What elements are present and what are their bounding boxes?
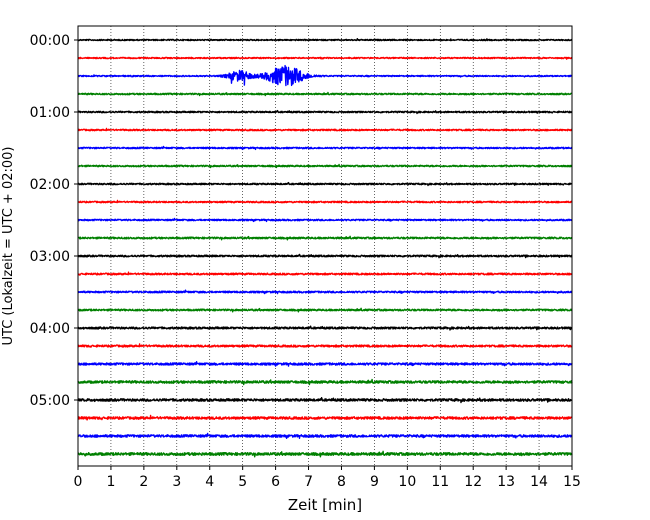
y-tick-label: 00:00 [30, 33, 70, 49]
trace-0245 [77, 235, 573, 241]
trace-0315 [77, 271, 573, 276]
x-axis-label: Zeit [min] [288, 496, 362, 514]
x-tick-label: 6 [271, 474, 280, 490]
plot-frame [77, 25, 573, 467]
x-tick-label: 7 [304, 474, 313, 490]
trace-0330 [77, 289, 573, 295]
trace-0215 [77, 199, 573, 204]
trace-0415 [77, 343, 573, 348]
trace-0430 [77, 361, 573, 367]
trace-0545 [77, 450, 573, 458]
y-tick-label: 02:00 [30, 177, 70, 193]
x-tick-label: 13 [497, 474, 515, 490]
trace-0530 [77, 432, 573, 439]
y-tick-label: 01:00 [30, 105, 70, 121]
x-tick-label: 14 [530, 474, 548, 490]
trace-0300 [77, 253, 573, 259]
x-tick-label: 10 [398, 474, 416, 490]
x-tick-label: 1 [106, 474, 115, 490]
trace-0200 [77, 181, 573, 187]
x-tick-label: 15 [563, 474, 581, 490]
x-tick-label: 0 [74, 474, 83, 490]
x-tick-label: 11 [431, 474, 449, 490]
trace-0230 [77, 217, 573, 223]
y-axis-label: UTC (Lokalzeit = UTC + 02:00) [1, 147, 16, 346]
trace-0400 [77, 325, 573, 331]
trace-0100 [77, 109, 573, 115]
y-tick-label: 05:00 [30, 393, 70, 409]
grid-lines [110, 26, 540, 466]
y-axis-ticks: 00:00 01:00 02:00 03:00 04:00 05:00 [30, 33, 78, 409]
traces [77, 38, 573, 458]
y-tick-label: 04:00 [30, 321, 70, 337]
x-tick-label: 2 [139, 474, 148, 490]
x-axis-ticks: 0 1 2 3 4 5 6 7 8 9 10 11 12 13 14 15 [74, 466, 581, 490]
trace-0500 [77, 397, 573, 404]
trace-0045 [77, 91, 573, 97]
trace-0515 [77, 414, 573, 421]
x-tick-label: 4 [205, 474, 214, 490]
trace-0445 [77, 378, 573, 386]
trace-0130 [77, 145, 573, 151]
trace-0030 [77, 64, 573, 87]
x-tick-label: 5 [238, 474, 247, 490]
x-tick-label: 9 [370, 474, 379, 490]
x-tick-label: 12 [464, 474, 482, 490]
trace-0145 [77, 163, 573, 169]
trace-0115 [77, 127, 573, 132]
trace-0015 [77, 56, 573, 60]
trace-0000 [77, 38, 573, 42]
trace-0345 [77, 307, 573, 313]
x-tick-label: 3 [172, 474, 181, 490]
y-tick-label: 03:00 [30, 249, 70, 265]
x-tick-label: 8 [337, 474, 346, 490]
